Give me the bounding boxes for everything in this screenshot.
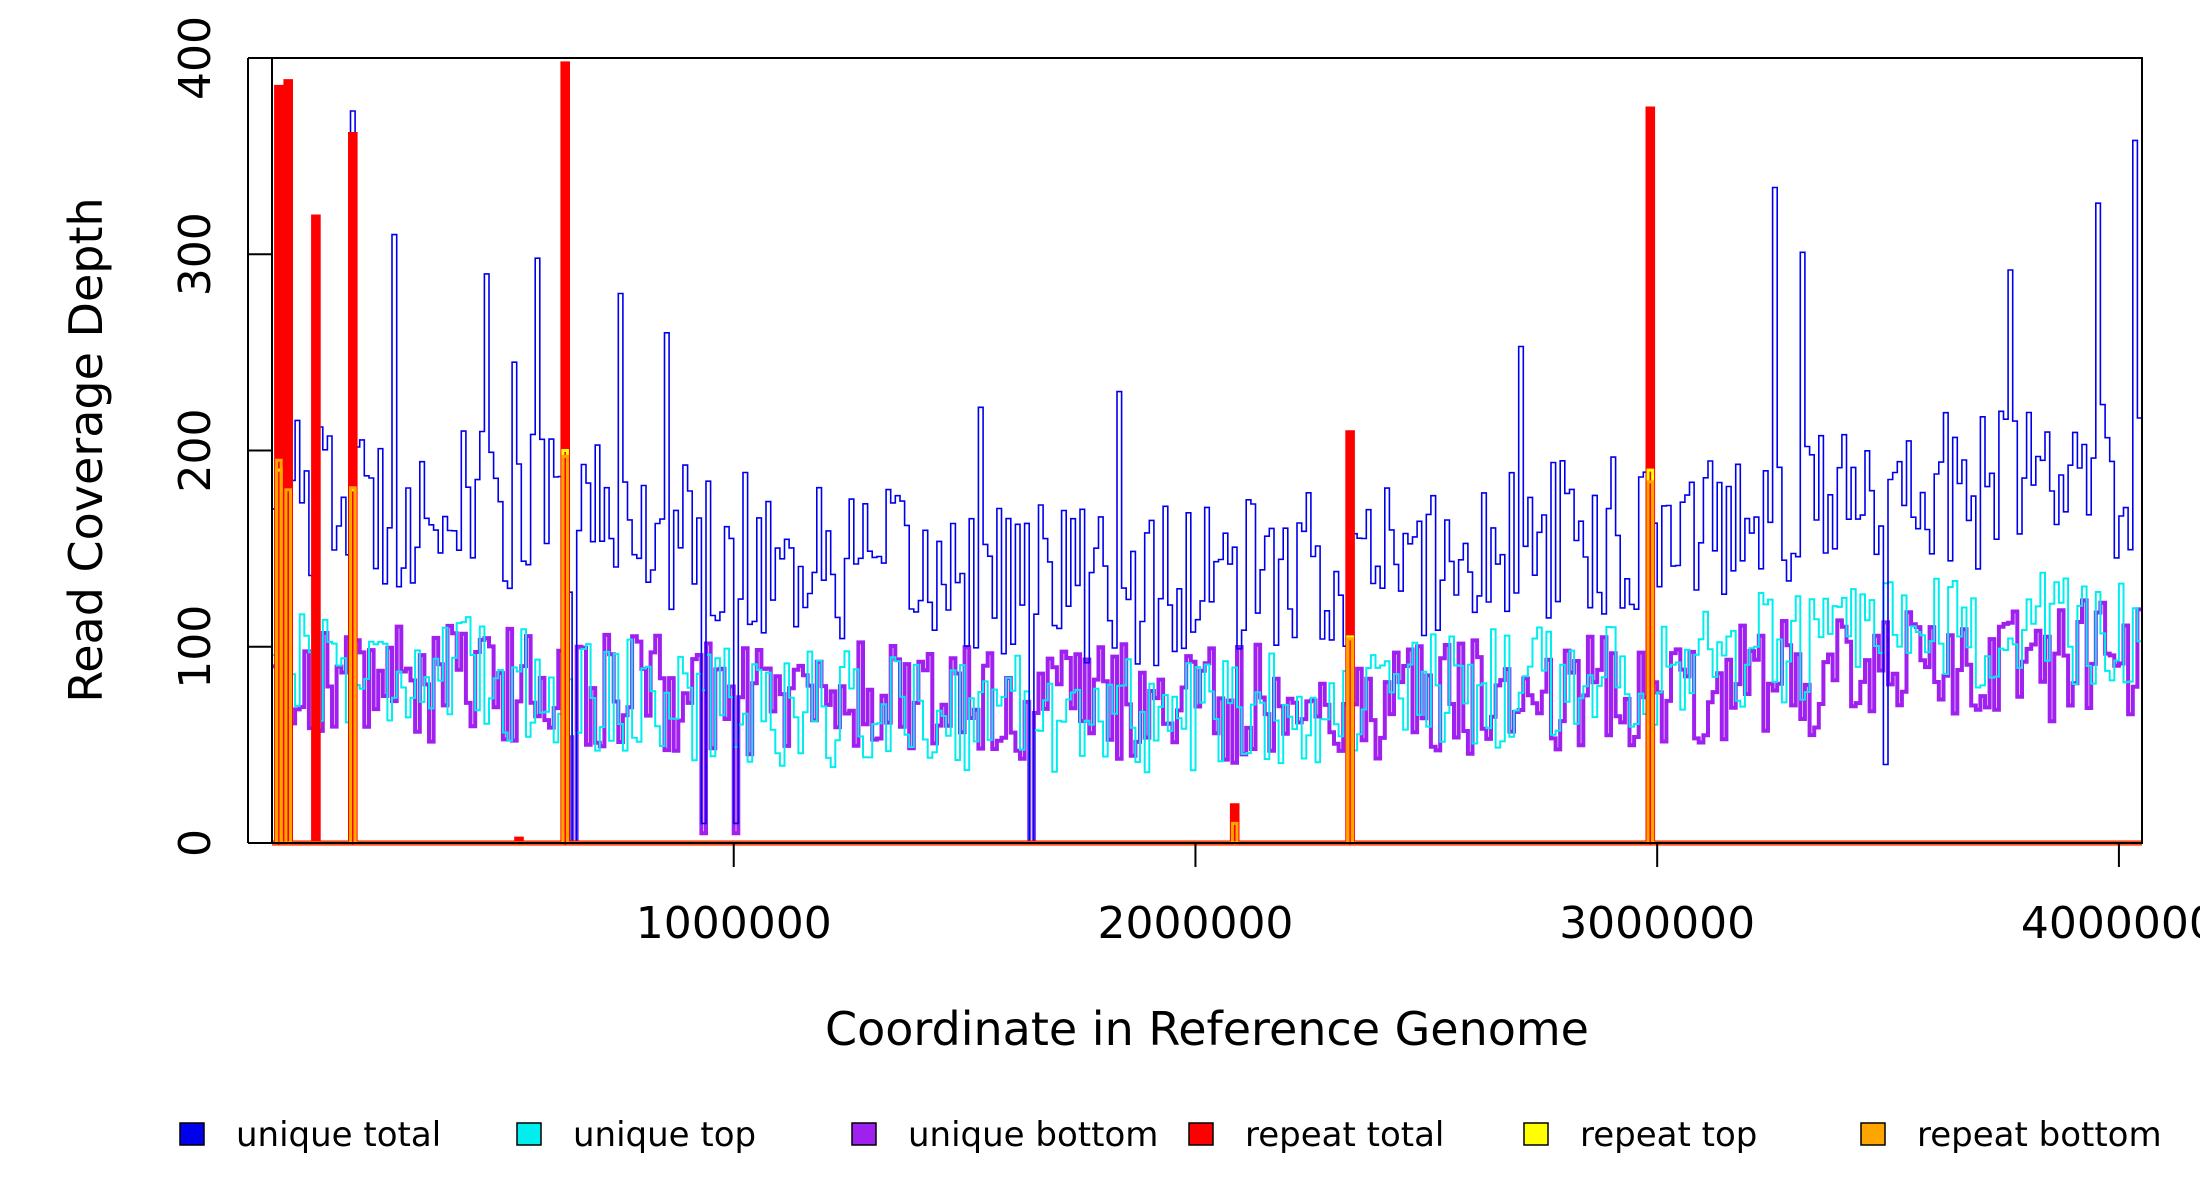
x-axis-title: Coordinate in Reference Genome [825,1002,1589,1056]
legend-label: unique top [573,1115,756,1155]
y-tick-label: 0 [170,829,221,857]
legend-swatch [516,1122,542,1146]
x-tick-label: 2000000 [1097,898,1293,949]
legend-item-repeat-bottom: repeat bottom [1860,1115,2162,1155]
legend-label: unique bottom [908,1115,1158,1155]
legend-item-repeat-total: repeat total [1188,1115,1444,1155]
series-line-repeat-top [272,449,2142,845]
y-tick-label: 100 [170,605,221,689]
legend-swatch [1523,1122,1549,1146]
y-axis-title: Read Coverage Depth [59,197,113,702]
series-line-unique-bottom [272,598,2142,845]
x-tick-label: 1000000 [636,898,832,949]
legend-swatch [1860,1122,1886,1146]
legend-item-unique-top: unique top [516,1115,756,1155]
series-layer [272,61,2142,846]
legend-label: repeat bottom [1917,1115,2162,1155]
legend-item-repeat-top: repeat top [1523,1115,1757,1155]
axes-layer: 0 100 200 300 400 1000000 2000000 3000000 400000… [170,16,2200,949]
series-line-unique-total [272,110,2142,844]
legend-swatch [1188,1122,1214,1146]
legend-item-unique-bottom: unique bottom [851,1115,1158,1155]
legend-item-unique-total: unique total [179,1115,441,1155]
legend: unique total unique top unique bottom repea… [179,1115,2162,1155]
y-tick-label: 200 [170,409,221,493]
legend-swatch [179,1122,205,1146]
y-tick-label: 300 [170,212,221,296]
x-tick-label: 4000000 [2021,898,2200,949]
legend-swatch [851,1122,877,1146]
legend-label: repeat total [1245,1115,1444,1155]
y-tick-label: 400 [170,16,221,100]
legend-label: repeat top [1580,1115,1757,1155]
legend-label: unique total [236,1115,441,1155]
x-tick-label: 3000000 [1559,898,1755,949]
series-line-unique-top [272,571,2142,844]
